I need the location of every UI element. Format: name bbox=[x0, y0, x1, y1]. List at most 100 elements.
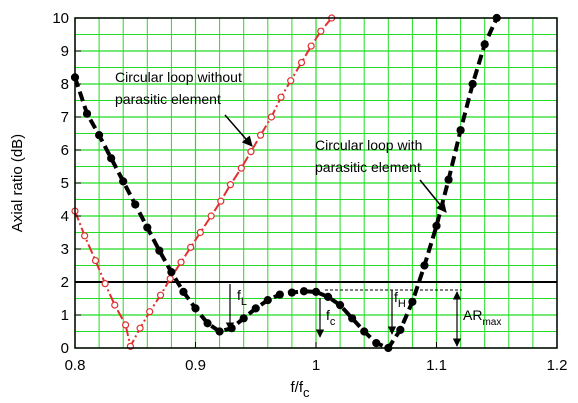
x-axis-label: f/fc bbox=[290, 379, 310, 400]
y-axis-label: Axial ratio (dB) bbox=[9, 134, 26, 232]
data-point bbox=[187, 243, 195, 251]
data-point bbox=[307, 42, 315, 50]
annotation-arrow bbox=[224, 114, 253, 147]
data-point bbox=[215, 327, 224, 336]
data-point bbox=[91, 256, 100, 265]
data-point bbox=[256, 131, 265, 139]
series-line bbox=[73, 17, 499, 351]
x-tick-label: 1.1 bbox=[426, 357, 447, 374]
annotation: fc bbox=[326, 307, 336, 328]
y-tick-label: 3 bbox=[61, 241, 69, 258]
data-point bbox=[432, 221, 441, 230]
data-point bbox=[408, 297, 417, 306]
data-point bbox=[317, 27, 325, 35]
y-tick-label: 7 bbox=[61, 109, 69, 126]
annotation-sub: c bbox=[330, 316, 336, 328]
y-tick-label: 8 bbox=[61, 76, 69, 93]
data-point bbox=[191, 304, 200, 313]
x-tick-label: 1 bbox=[312, 357, 320, 374]
data-point bbox=[101, 280, 109, 288]
data-point bbox=[146, 308, 154, 316]
data-point bbox=[177, 258, 185, 266]
data-point bbox=[239, 314, 248, 323]
data-point bbox=[196, 228, 204, 237]
y-tick-label: 4 bbox=[61, 208, 69, 225]
annotation-arrow bbox=[419, 179, 447, 213]
data-point bbox=[336, 301, 345, 310]
data-point bbox=[226, 181, 235, 189]
annotation-main: AR bbox=[463, 307, 482, 323]
data-point bbox=[156, 291, 165, 299]
annotation: parasitic element bbox=[115, 91, 221, 107]
data-point bbox=[217, 197, 225, 205]
annotation: Circular loop with bbox=[315, 137, 422, 153]
annotation: parasitic element bbox=[315, 159, 421, 175]
data-layer bbox=[70, 13, 557, 353]
annotation-sub: max bbox=[482, 317, 501, 328]
data-point bbox=[299, 287, 309, 296]
x-axis-label-main: f/f bbox=[290, 379, 303, 396]
y-tick-label: 1 bbox=[61, 307, 69, 324]
grid bbox=[74, 17, 558, 349]
data-point bbox=[131, 200, 140, 209]
data-point bbox=[263, 296, 272, 305]
data-point bbox=[275, 290, 284, 299]
data-point bbox=[480, 40, 489, 49]
data-point bbox=[166, 275, 174, 283]
data-point bbox=[122, 321, 130, 329]
data-point bbox=[444, 175, 453, 184]
data-point bbox=[348, 314, 357, 323]
data-point bbox=[179, 287, 188, 296]
data-point bbox=[207, 212, 215, 220]
data-point bbox=[468, 79, 477, 89]
data-point bbox=[82, 109, 92, 118]
data-point bbox=[237, 164, 245, 172]
data-point bbox=[107, 154, 116, 163]
annotation-sub: L bbox=[241, 296, 247, 308]
data-point bbox=[287, 288, 296, 297]
data-point bbox=[372, 338, 381, 348]
data-point bbox=[396, 325, 405, 334]
x-tick-label: 0.8 bbox=[65, 357, 86, 374]
y-tick-label: 10 bbox=[52, 10, 69, 27]
data-point bbox=[94, 131, 104, 140]
y-tick-label: 6 bbox=[61, 142, 69, 159]
data-point bbox=[297, 58, 306, 67]
x-tick-label: 1.2 bbox=[547, 357, 568, 374]
data-point bbox=[456, 126, 465, 135]
data-point bbox=[143, 223, 152, 232]
annotation-main: f bbox=[237, 287, 241, 303]
data-point bbox=[360, 327, 369, 336]
data-point bbox=[311, 287, 321, 296]
data-point bbox=[420, 261, 429, 270]
data-point bbox=[155, 246, 164, 255]
y-tick-label: 9 bbox=[61, 43, 69, 60]
annotation-sub: H bbox=[398, 298, 406, 310]
annotation-main: f bbox=[394, 289, 398, 305]
data-point bbox=[287, 77, 295, 85]
data-point bbox=[111, 301, 119, 309]
data-point bbox=[251, 304, 260, 313]
annotation: fL bbox=[237, 287, 247, 308]
annotation-main: f bbox=[326, 307, 330, 323]
y-tick-label: 5 bbox=[61, 175, 69, 192]
y-tick-label: 0 bbox=[61, 340, 69, 357]
series-line bbox=[74, 17, 333, 350]
data-point bbox=[227, 324, 236, 333]
annotation: ARmax bbox=[463, 307, 501, 328]
x-axis-label-sub: c bbox=[303, 385, 310, 400]
data-point bbox=[81, 232, 89, 240]
data-point bbox=[203, 319, 212, 328]
data-point bbox=[136, 324, 144, 332]
data-point bbox=[247, 148, 255, 156]
annotation: Circular loop without bbox=[115, 69, 242, 85]
data-point bbox=[267, 113, 276, 121]
data-point bbox=[119, 177, 128, 186]
annotation: fH bbox=[394, 289, 406, 310]
y-tick-label: 2 bbox=[61, 274, 69, 291]
x-tick-label: 0.9 bbox=[185, 357, 206, 374]
data-point bbox=[323, 292, 333, 301]
data-point bbox=[167, 268, 176, 277]
